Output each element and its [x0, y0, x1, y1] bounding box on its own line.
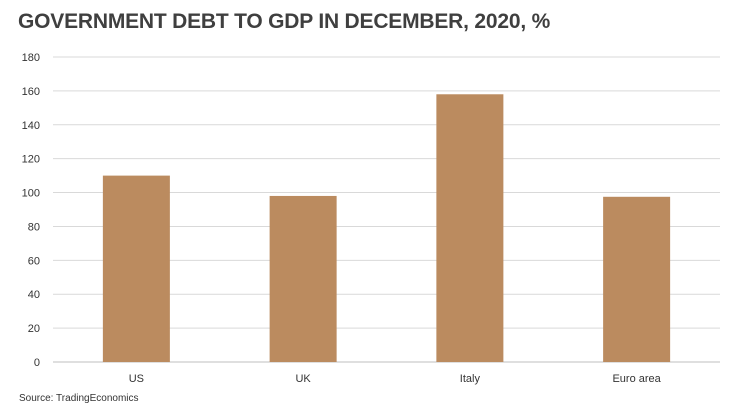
y-tick-label: 140	[22, 120, 40, 132]
bar-euro-area	[603, 196, 671, 362]
y-tick-label: 80	[28, 221, 40, 233]
x-tick-label: US	[129, 373, 144, 385]
source-note: Source: TradingEconomics	[19, 393, 139, 404]
x-tick-label: Italy	[460, 373, 481, 385]
y-tick-label: 0	[34, 357, 40, 369]
y-tick-label: 60	[28, 255, 40, 267]
y-tick-label: 40	[28, 289, 40, 301]
bar-uk	[269, 195, 337, 362]
y-tick-label: 160	[22, 86, 40, 98]
y-tick-label: 20	[28, 323, 40, 335]
bar-italy	[436, 94, 504, 363]
y-tick-label: 100	[22, 188, 40, 200]
chart-title: GOVERNMENT DEBT TO GDP IN DECEMBER, 2020…	[18, 10, 551, 33]
bar-us	[102, 175, 170, 362]
x-tick-label: UK	[295, 373, 311, 385]
y-tick-label: 120	[22, 154, 40, 166]
y-tick-label: 180	[22, 52, 40, 64]
x-tick-label: Euro area	[612, 373, 661, 385]
